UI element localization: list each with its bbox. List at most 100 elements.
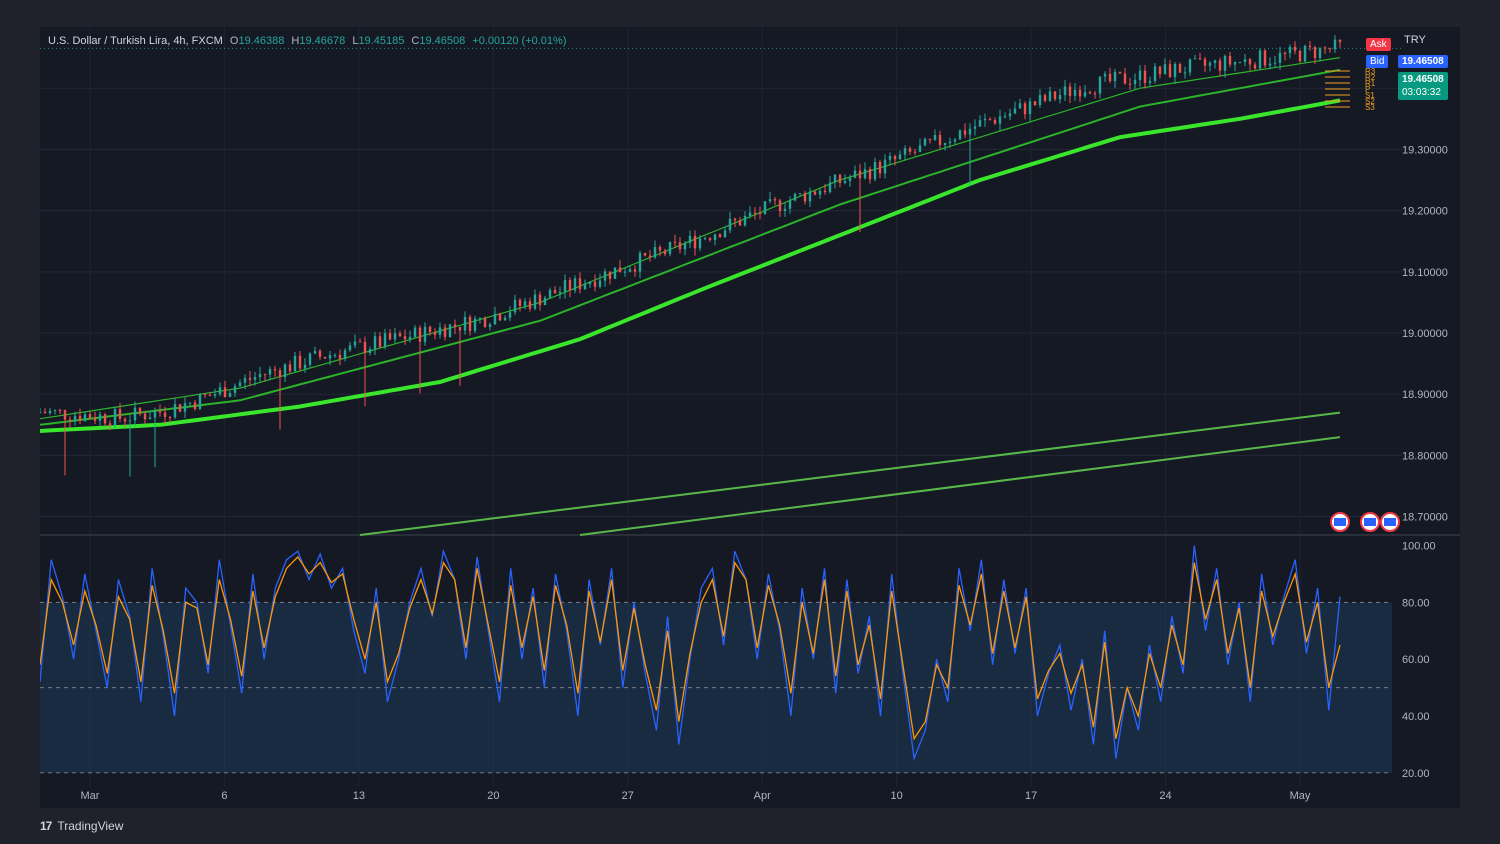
candle-body [443,327,447,338]
candle-body [488,324,492,327]
candle-body [763,201,767,215]
candle-body [818,190,822,195]
candle-body [713,234,717,241]
candle-body [1203,58,1207,66]
candle-body [163,412,167,418]
candle-body [883,159,887,174]
candle-body [533,294,537,309]
candle-body [1303,45,1307,62]
candle-body [473,318,477,331]
candle-body [673,241,677,243]
candle-body [963,130,967,135]
candle-body [328,355,332,359]
candle-body [523,301,527,306]
candle-body [918,145,922,153]
candle-body [203,394,207,396]
candle-body [1063,86,1067,96]
candle-body [318,350,322,357]
low-label: L [352,35,359,47]
candle-body [388,333,392,340]
pivot-label: R1 [1365,79,1376,88]
candle-body [98,414,102,421]
candle-body [1273,62,1277,64]
stochastic-tick-label: 80.00 [1402,597,1430,609]
candle-body [1008,113,1012,117]
event-flag-stripe [1364,518,1376,526]
candle-body [868,169,872,180]
candle-body [563,280,567,292]
candle-body [1038,95,1042,106]
candle-body [433,332,437,335]
candle-body [908,148,912,152]
candle-body [1153,66,1157,81]
candle-body [1213,60,1217,63]
candle-body [68,419,72,421]
candle-body [283,364,287,378]
candle-body [888,156,892,160]
time-tick-label: 27 [622,790,634,802]
stochastic-tick-label: 100.00 [1402,541,1436,553]
candle-body [878,162,882,174]
event-flag-stripe [1334,518,1346,526]
candle-body [913,151,917,153]
candle-body [688,235,692,244]
candle-body [1133,79,1137,85]
pivot-label: S3 [1365,103,1375,112]
candle-body [63,410,67,420]
candle-body [768,199,772,202]
candle-body [1248,59,1252,65]
candle-body [1108,73,1112,82]
high-label: H [291,35,300,47]
candle-body [1223,55,1227,71]
candle-body [1338,39,1342,43]
candle-body [173,404,177,418]
symbol-title[interactable]: U.S. Dollar / Turkish Lira, 4h, FXCM [48,35,223,47]
candle-body [83,414,87,421]
candle-body [363,341,367,353]
candle-body [153,410,157,418]
candle-body [378,336,382,347]
candle-body [808,191,812,202]
candle-body [683,243,687,250]
candle-body [568,280,572,291]
candle-body [1263,50,1267,66]
price-tick-label: 19.30000 [1402,144,1448,156]
candle-body [453,324,457,327]
candle-body [668,241,672,254]
candle-body [958,130,962,140]
candle-body [843,181,847,184]
candle-body [733,218,737,221]
candle-body [1143,70,1147,83]
candle-body [393,333,397,340]
candle-body [233,386,237,393]
price-tick-label: 18.90000 [1402,389,1448,401]
candle-body [823,190,827,193]
candle-body [723,230,727,238]
tradingview-brand[interactable]: 17 TradingView [40,819,123,833]
candle-body [313,350,317,354]
candle-body [368,349,372,353]
candle-body [118,409,122,419]
candle-body [578,278,582,290]
price-tick-label: 19.10000 [1402,267,1448,279]
candle-body [258,374,262,378]
candle-body [638,252,642,272]
candle-body [608,271,612,279]
time-tick-label: 17 [1025,790,1037,802]
candle-body [448,324,452,338]
candle-body [168,417,172,419]
candle-body [333,354,337,356]
chart-canvas[interactable]: R3R2R1PS1S2S319.4000019.3000019.2000019.… [40,27,1460,808]
candle-body [108,423,112,426]
candle-body [643,252,647,256]
candle-body [213,394,217,396]
candle-body [58,409,62,411]
candle-body [853,170,857,178]
candle-body [833,174,837,183]
stochastic-axis: 100.00 80.00 60.00 40.00 20.00 [1402,541,1436,780]
currency-label[interactable]: TRY [1404,34,1426,46]
candle-body [718,234,722,238]
candle-body [838,174,842,184]
candle-body [238,382,242,387]
